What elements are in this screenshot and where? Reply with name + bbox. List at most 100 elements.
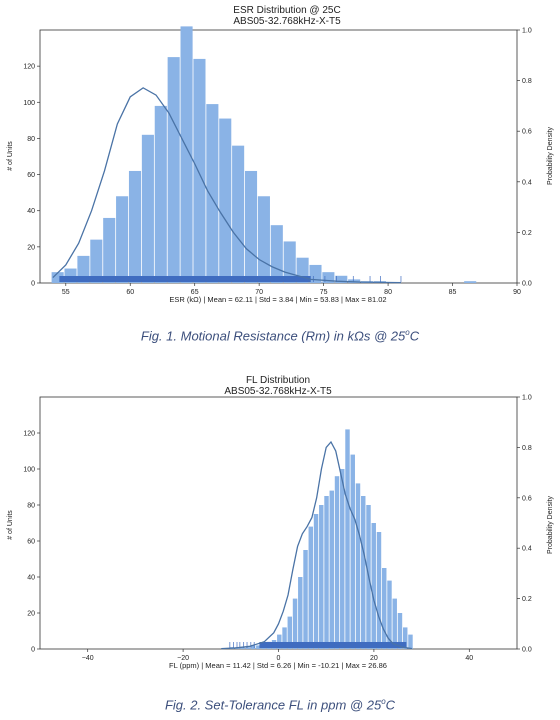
histogram-bar bbox=[244, 170, 258, 283]
y2-tick-label: 0.0 bbox=[522, 647, 532, 654]
figure-caption-1: Fig. 1. Motional Resistance (Rm) in kΩs … bbox=[0, 328, 560, 343]
histogram-bar bbox=[329, 490, 334, 649]
histogram-bar bbox=[90, 239, 103, 283]
histogram-bar bbox=[292, 598, 298, 649]
histogram-bar bbox=[180, 26, 193, 283]
histogram-bar bbox=[313, 514, 319, 649]
figure-esr: ESR Distribution @ 25C ABS05-32.768kHz-X… bbox=[0, 0, 560, 320]
histogram-bar bbox=[387, 580, 392, 649]
histogram-bar bbox=[397, 613, 403, 649]
chart-title: ESR Distribution @ 25C bbox=[233, 5, 340, 16]
histogram-bar bbox=[350, 454, 355, 649]
histogram-bar bbox=[340, 469, 345, 649]
x-tick-label: 20 bbox=[370, 655, 378, 662]
histogram-bar bbox=[141, 134, 154, 283]
y-tick-label: 100 bbox=[23, 467, 35, 474]
y-tick-label: 20 bbox=[27, 244, 35, 251]
x-tick-label: 60 bbox=[126, 289, 134, 296]
y-tick-label: 100 bbox=[23, 100, 35, 107]
histogram-bar bbox=[408, 634, 413, 649]
y-tick-label: 60 bbox=[27, 539, 35, 546]
x-tick-label: 0 bbox=[277, 655, 281, 662]
chart-subtitle: ABS05-32.768kHz-X-T5 bbox=[233, 16, 341, 27]
caption-unit: C bbox=[409, 328, 420, 344]
histogram-bar bbox=[392, 598, 397, 649]
x-tick-label: 85 bbox=[449, 289, 457, 296]
y-tick-label: 40 bbox=[27, 575, 35, 582]
histogram-bar bbox=[154, 105, 167, 284]
y2-tick-label: 0.8 bbox=[522, 445, 532, 452]
histogram-bar bbox=[287, 616, 293, 649]
y-tick-label: 80 bbox=[27, 503, 35, 510]
histogram-bar bbox=[403, 627, 408, 649]
rug-band bbox=[59, 276, 311, 282]
histogram-bar bbox=[335, 275, 348, 283]
x-tick-label: 75 bbox=[320, 289, 328, 296]
y-tick-label: 40 bbox=[27, 208, 35, 215]
histogram-bar bbox=[277, 634, 282, 649]
caption-text: Fig. 2. Set-Tolerance FL in ppm @ 25 bbox=[164, 697, 382, 713]
y2-axis-label: Probability Density bbox=[547, 496, 554, 554]
histogram-bar bbox=[257, 196, 270, 283]
histogram-bar bbox=[232, 145, 245, 283]
y-axis-label: # of Units bbox=[7, 141, 14, 171]
y-tick-label: 80 bbox=[27, 136, 35, 143]
histogram-bar bbox=[193, 58, 206, 283]
histogram-bar bbox=[282, 627, 287, 649]
histogram-bar bbox=[324, 496, 329, 649]
x-tick-label: 90 bbox=[513, 289, 521, 296]
x-tick-label: 55 bbox=[62, 289, 70, 296]
histogram-bar bbox=[376, 532, 382, 649]
histogram-bar bbox=[371, 523, 376, 649]
x-tick-label: 65 bbox=[191, 289, 199, 296]
y-tick-label: 120 bbox=[23, 431, 35, 438]
histogram-bar bbox=[303, 550, 308, 649]
y2-tick-label: 0.4 bbox=[522, 179, 532, 186]
y2-tick-label: 0.2 bbox=[522, 230, 532, 237]
y2-tick-label: 1.0 bbox=[522, 28, 532, 35]
histogram-bar bbox=[116, 196, 129, 283]
y2-axis-label: Probability Density bbox=[547, 127, 554, 185]
y2-tick-label: 0.4 bbox=[522, 546, 532, 553]
histogram-bar bbox=[240, 647, 245, 649]
y2-tick-label: 1.0 bbox=[522, 395, 532, 402]
y-tick-label: 20 bbox=[27, 611, 35, 618]
kde-curve bbox=[52, 87, 401, 284]
chart-subtitle: ABS05-32.768kHz-X-T5 bbox=[224, 386, 332, 397]
y2-tick-label: 0.8 bbox=[522, 78, 532, 85]
histogram-bar bbox=[309, 264, 322, 283]
esr-chart: ESR Distribution @ 25C ABS05-32.768kHz-X… bbox=[7, 5, 554, 304]
y-tick-label: 0 bbox=[31, 647, 35, 654]
caption-text: Fig. 1. Motional Resistance (Rm) in kΩs … bbox=[140, 328, 406, 344]
histogram-bar bbox=[308, 526, 313, 649]
histogram-bar bbox=[250, 645, 256, 649]
x-tick-label: 40 bbox=[465, 655, 473, 662]
y2-tick-label: 0.6 bbox=[522, 495, 532, 502]
histogram-bar bbox=[322, 272, 335, 283]
y2-tick-label: 0.0 bbox=[522, 281, 532, 288]
histogram-bar bbox=[256, 645, 261, 649]
histogram-bar bbox=[382, 568, 387, 649]
x-tick-label: −40 bbox=[82, 655, 94, 662]
y2-tick-label: 0.2 bbox=[522, 596, 532, 603]
histogram-bar bbox=[361, 496, 366, 649]
plot-frame bbox=[39, 396, 518, 650]
histogram-bar bbox=[464, 281, 477, 283]
histogram-bar bbox=[206, 104, 219, 283]
x-tick-label: 70 bbox=[255, 289, 263, 296]
y2-tick-label: 0.6 bbox=[522, 129, 532, 136]
fl-chart: FL Distribution ABS05-32.768kHz-X-T5 −40… bbox=[7, 375, 554, 670]
caption-degree: o bbox=[381, 697, 386, 706]
histogram-bar bbox=[355, 483, 361, 649]
histogram-bar bbox=[245, 647, 251, 649]
caption-degree: o bbox=[405, 328, 410, 337]
histogram-bar bbox=[270, 225, 283, 283]
rug-band bbox=[259, 642, 407, 648]
histogram-bar bbox=[103, 217, 116, 283]
figure-fl: FL Distribution ABS05-32.768kHz-X-T5 −40… bbox=[0, 370, 560, 690]
x-axis-label: FL (ppm) | Mean = 11.42 | Std = 6.26 | M… bbox=[169, 661, 387, 670]
x-axis-label: ESR (kΩ) | Mean = 62.11 | Std = 3.84 | M… bbox=[169, 295, 386, 304]
histogram-bar bbox=[51, 272, 64, 283]
histogram-bar bbox=[128, 170, 142, 283]
y-tick-label: 0 bbox=[31, 281, 35, 288]
